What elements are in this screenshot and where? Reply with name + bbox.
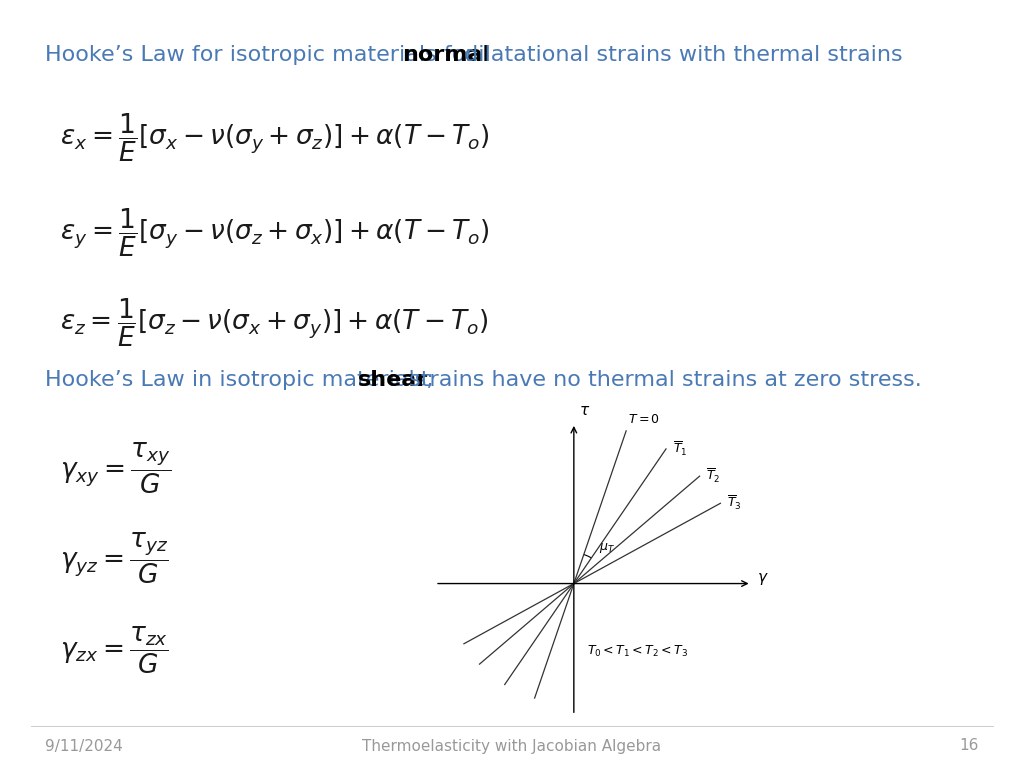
Text: $\gamma_{xy} = \dfrac{\tau_{xy}}{G}$: $\gamma_{xy} = \dfrac{\tau_{xy}}{G}$: [60, 440, 171, 496]
Text: $\tau$: $\tau$: [579, 403, 590, 419]
Text: 16: 16: [959, 739, 979, 753]
Text: $\epsilon_z = \dfrac{1}{E}[\sigma_z - \nu(\sigma_x + \sigma_y)] + \alpha(T - T_o: $\epsilon_z = \dfrac{1}{E}[\sigma_z - \n…: [60, 297, 488, 349]
Text: $\epsilon_y = \dfrac{1}{E}[\sigma_y - \nu(\sigma_z + \sigma_x)] + \alpha(T - T_o: $\epsilon_y = \dfrac{1}{E}[\sigma_y - \n…: [60, 207, 489, 259]
Text: 9/11/2024: 9/11/2024: [45, 739, 123, 753]
Text: $T_0 < T_1 < T_2 < T_3$: $T_0 < T_1 < T_2 < T_3$: [588, 644, 688, 658]
Text: $\gamma_{zx} = \dfrac{\tau_{zx}}{G}$: $\gamma_{zx} = \dfrac{\tau_{zx}}{G}$: [60, 624, 169, 676]
Text: Thermoelasticity with Jacobian Algebra: Thermoelasticity with Jacobian Algebra: [362, 739, 662, 753]
Text: dilatational strains with thermal strains: dilatational strains with thermal strain…: [457, 45, 902, 65]
Text: Hooke’s Law in isotropic materials;: Hooke’s Law in isotropic materials;: [45, 370, 441, 390]
Text: $\overline{T}_2$: $\overline{T}_2$: [707, 467, 721, 485]
Text: $\mu_T$: $\mu_T$: [599, 541, 615, 555]
Text: $\overline{T}_1$: $\overline{T}_1$: [673, 440, 687, 458]
Text: $\overline{T}_3$: $\overline{T}_3$: [727, 494, 741, 512]
Text: $T=0$: $T=0$: [628, 413, 659, 426]
Text: strains have no thermal strains at zero stress.: strains have no thermal strains at zero …: [402, 370, 922, 390]
Text: $\gamma_{yz} = \dfrac{\tau_{yz}}{G}$: $\gamma_{yz} = \dfrac{\tau_{yz}}{G}$: [60, 530, 169, 586]
Text: $\gamma$: $\gamma$: [757, 571, 768, 587]
Text: shear: shear: [358, 370, 428, 390]
Text: $\epsilon_x = \dfrac{1}{E}[\sigma_x - \nu(\sigma_y + \sigma_z)] + \alpha(T - T_o: $\epsilon_x = \dfrac{1}{E}[\sigma_x - \n…: [60, 112, 489, 164]
Text: normal: normal: [402, 45, 490, 65]
Text: Hooke’s Law for isotropic materials for: Hooke’s Law for isotropic materials for: [45, 45, 481, 65]
